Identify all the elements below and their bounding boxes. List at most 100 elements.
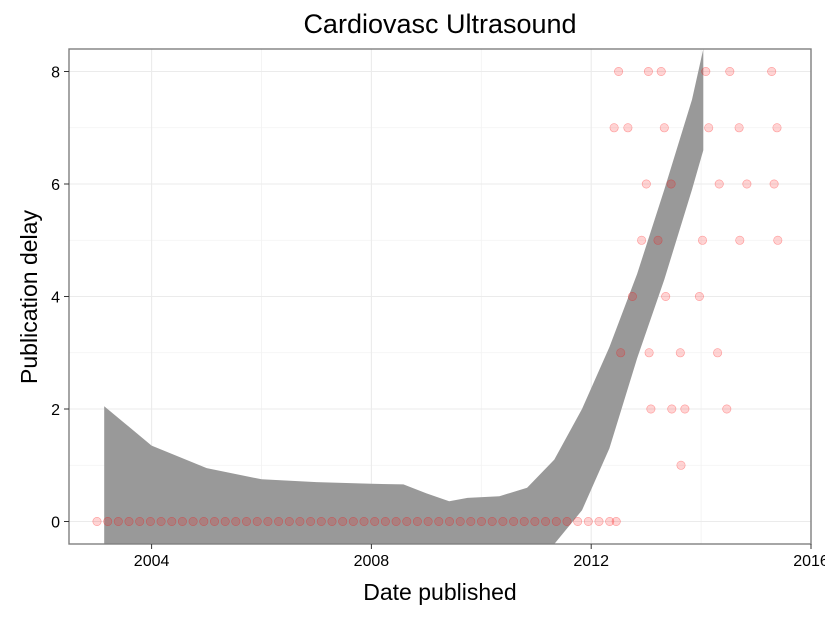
data-point bbox=[637, 235, 647, 245]
data-point bbox=[519, 516, 529, 526]
data-point bbox=[562, 516, 572, 526]
data-point bbox=[594, 516, 604, 526]
data-point bbox=[476, 516, 486, 526]
data-point bbox=[653, 235, 663, 245]
data-point bbox=[676, 460, 686, 470]
data-point bbox=[444, 516, 454, 526]
data-point bbox=[177, 516, 187, 526]
data-point bbox=[725, 67, 735, 77]
x-tick-label: 2012 bbox=[573, 553, 609, 570]
data-point bbox=[661, 291, 671, 301]
data-point bbox=[487, 516, 497, 526]
data-point bbox=[530, 516, 540, 526]
data-point bbox=[697, 235, 707, 245]
data-point bbox=[605, 516, 615, 526]
data-point bbox=[614, 67, 624, 77]
data-point bbox=[380, 516, 390, 526]
data-point bbox=[220, 516, 230, 526]
data-point bbox=[735, 235, 745, 245]
data-point bbox=[252, 516, 262, 526]
data-point bbox=[773, 235, 783, 245]
data-point bbox=[370, 516, 380, 526]
data-point bbox=[767, 67, 777, 77]
data-point bbox=[295, 516, 305, 526]
data-point bbox=[713, 348, 723, 358]
data-point bbox=[772, 123, 782, 133]
data-point bbox=[113, 516, 123, 526]
data-point bbox=[348, 516, 358, 526]
y-tick-label: 4 bbox=[51, 290, 60, 307]
data-point bbox=[423, 516, 433, 526]
data-point bbox=[199, 516, 209, 526]
data-point bbox=[145, 516, 155, 526]
data-point bbox=[742, 179, 752, 189]
data-point bbox=[103, 516, 113, 526]
data-point bbox=[714, 179, 724, 189]
data-point bbox=[551, 516, 561, 526]
data-point bbox=[466, 516, 476, 526]
data-point bbox=[646, 404, 656, 414]
data-point bbox=[402, 516, 412, 526]
y-axis-title: Publication delay bbox=[16, 210, 42, 384]
data-point bbox=[263, 516, 273, 526]
data-point bbox=[675, 348, 685, 358]
x-tick-label: 2008 bbox=[354, 553, 390, 570]
data-point bbox=[609, 123, 619, 133]
data-point bbox=[359, 516, 369, 526]
data-point bbox=[643, 67, 653, 77]
data-point bbox=[659, 123, 669, 133]
data-point bbox=[666, 179, 676, 189]
data-point bbox=[734, 123, 744, 133]
x-tick-label: 2016 bbox=[793, 553, 825, 570]
data-point bbox=[338, 516, 348, 526]
data-point bbox=[623, 123, 633, 133]
data-point bbox=[667, 404, 677, 414]
data-point bbox=[135, 516, 145, 526]
data-point bbox=[284, 516, 294, 526]
data-point bbox=[455, 516, 465, 526]
data-point bbox=[541, 516, 551, 526]
plot-area bbox=[68, 48, 812, 545]
y-axis: 0 2 4 6 8 bbox=[51, 65, 69, 532]
y-tick-label: 2 bbox=[51, 402, 60, 419]
data-point bbox=[701, 67, 711, 77]
data-point bbox=[694, 291, 704, 301]
data-point bbox=[124, 516, 134, 526]
y-tick-label: 0 bbox=[51, 515, 60, 532]
data-point bbox=[156, 516, 166, 526]
data-point bbox=[573, 516, 583, 526]
y-tick-label: 6 bbox=[51, 177, 60, 194]
data-point bbox=[391, 516, 401, 526]
data-point bbox=[641, 179, 651, 189]
data-point bbox=[306, 516, 316, 526]
data-point bbox=[627, 291, 637, 301]
data-point bbox=[680, 404, 690, 414]
data-point bbox=[231, 516, 241, 526]
y-tick-label: 8 bbox=[51, 65, 60, 82]
data-points bbox=[92, 67, 783, 526]
confidence-band bbox=[104, 49, 704, 544]
x-tick-label: 2004 bbox=[134, 553, 170, 570]
data-point bbox=[616, 348, 626, 358]
data-point bbox=[704, 123, 714, 133]
data-point bbox=[611, 516, 621, 526]
data-point bbox=[316, 516, 326, 526]
data-point bbox=[769, 179, 779, 189]
data-point bbox=[412, 516, 422, 526]
data-point bbox=[327, 516, 337, 526]
x-axis: 2004 2008 2012 2016 bbox=[134, 544, 825, 570]
chart-title: Cardiovasc Ultrasound bbox=[303, 9, 576, 39]
data-point bbox=[656, 67, 666, 77]
data-point bbox=[188, 516, 198, 526]
data-point bbox=[434, 516, 444, 526]
data-point bbox=[210, 516, 220, 526]
x-axis-title: Date published bbox=[363, 579, 516, 605]
data-point bbox=[644, 348, 654, 358]
data-point bbox=[583, 516, 593, 526]
data-point bbox=[722, 404, 732, 414]
smooth-band bbox=[104, 49, 704, 544]
data-point bbox=[509, 516, 519, 526]
data-point bbox=[498, 516, 508, 526]
data-point bbox=[274, 516, 284, 526]
